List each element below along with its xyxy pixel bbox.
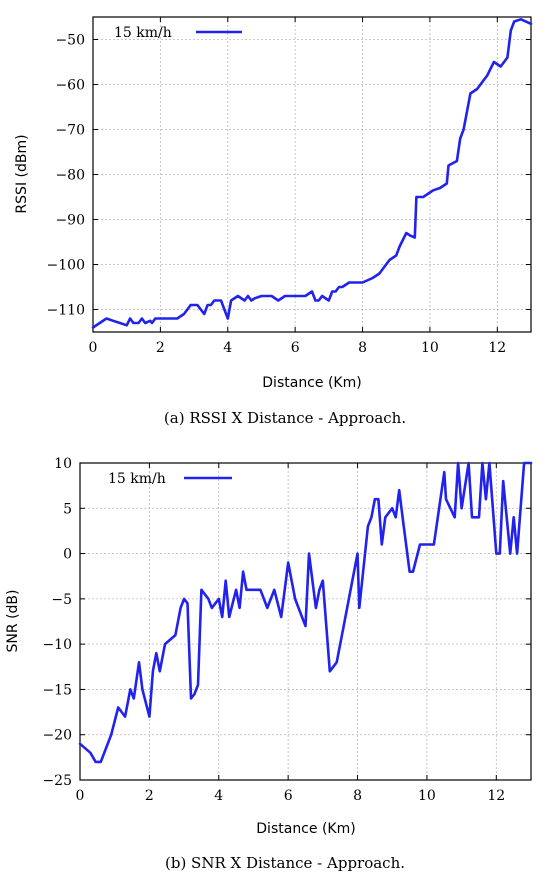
snr-x-tick-label: 0 [76, 788, 85, 804]
rssi-x-axis-label: Distance (Km) [262, 375, 361, 391]
snr-y-tick-label: −20 [42, 728, 72, 744]
snr-x-tick-label: 2 [145, 788, 154, 804]
snr-caption: (b) SNR X Distance - Approach. [165, 854, 405, 872]
snr-y-tick-label: −5 [51, 592, 72, 608]
snr-legend-label: 15 km/h [108, 471, 166, 487]
snr-x-axis-label: Distance (Km) [256, 821, 355, 837]
snr-tick-labels: 0 2 4 6 8 10 12 −25 −20 −15 −10 −5 0 5 10 [42, 456, 505, 804]
rssi-x-tick-label: 12 [488, 340, 506, 356]
snr-plot-frame [79, 462, 532, 781]
rssi-y-tick-label: −110 [47, 303, 85, 319]
rssi-y-tick-label: −90 [55, 213, 85, 229]
rssi-y-tick-label: −80 [55, 168, 85, 184]
rssi-x-tick-label: 10 [421, 340, 439, 356]
rssi-chart: 0 2 4 6 8 10 12 −110 −100 −90 −80 −70 −60 −50 Distanc… [14, 16, 533, 427]
rssi-x-tick-label: 6 [291, 340, 300, 356]
snr-x-tick-label: 12 [487, 788, 505, 804]
snr-y-axis-label: SNR (dB) [5, 590, 21, 653]
rssi-grid [92, 17, 531, 332]
snr-x-tick-label: 8 [353, 788, 362, 804]
snr-x-tick-label: 6 [284, 788, 293, 804]
snr-grid [79, 462, 531, 781]
rssi-x-tick-label: 8 [358, 340, 367, 356]
rssi-y-tick-label: −100 [47, 258, 85, 274]
snr-y-tick-label: −25 [42, 773, 72, 789]
snr-y-tick-label: −15 [42, 682, 72, 698]
snr-series-line [78, 461, 533, 764]
rssi-x-tick-label: 2 [156, 340, 165, 356]
rssi-series-line [91, 18, 533, 329]
snr-legend: 15 km/h [108, 471, 232, 487]
snr-x-tick-label: 4 [214, 788, 223, 804]
snr-y-tick-label: 10 [54, 456, 72, 472]
rssi-y-axis-label: RSSI (dBm) [14, 134, 30, 213]
rssi-plot-frame [92, 16, 532, 333]
rssi-y-tick-label: −50 [55, 33, 85, 49]
rssi-tick-labels: 0 2 4 6 8 10 12 −110 −100 −90 −80 −70 −60 −50 [47, 33, 507, 357]
rssi-y-tick-label: −60 [55, 78, 85, 94]
snr-chart: 0 2 4 6 8 10 12 −25 −20 −15 −10 −5 0 5 10 Distance (Km… [5, 456, 533, 872]
rssi-caption: (a) RSSI X Distance - Approach. [164, 409, 406, 427]
rssi-x-tick-label: 0 [89, 340, 98, 356]
snr-y-tick-label: 5 [63, 501, 72, 517]
snr-y-tick-label: 0 [63, 547, 72, 563]
rssi-legend: 15 km/h [114, 25, 242, 41]
rssi-x-tick-label: 4 [223, 340, 232, 356]
rssi-legend-label: 15 km/h [114, 25, 172, 41]
rssi-y-tick-label: −70 [55, 123, 85, 139]
snr-y-tick-label: −10 [42, 637, 72, 653]
snr-x-tick-label: 10 [418, 788, 436, 804]
